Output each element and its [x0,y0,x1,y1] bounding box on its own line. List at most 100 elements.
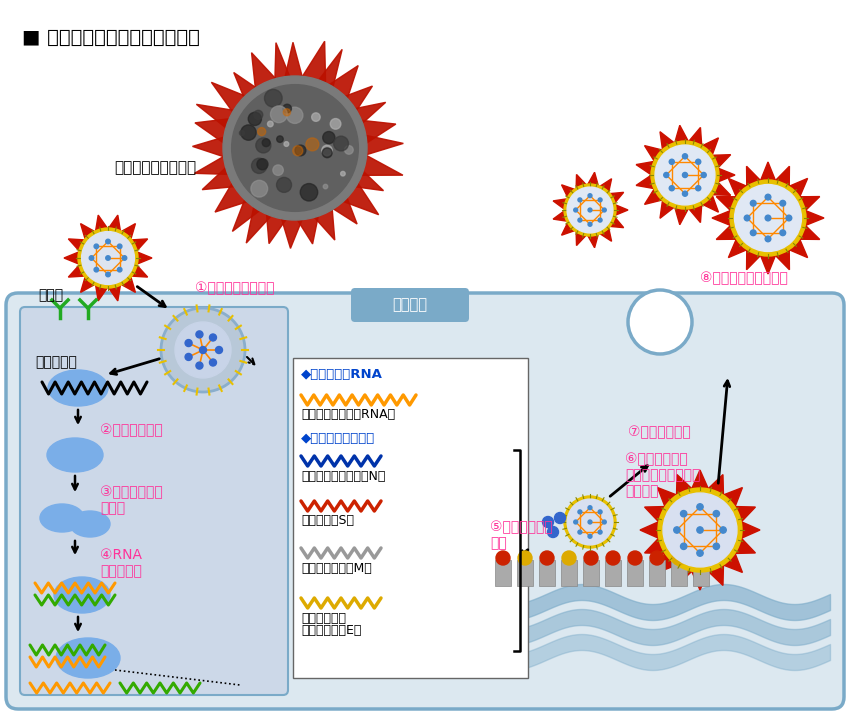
Text: ③ポリメラーゼ
の翻訳: ③ポリメラーゼ の翻訳 [100,485,162,515]
Polygon shape [355,103,386,123]
Circle shape [567,499,613,545]
Polygon shape [688,128,702,145]
Circle shape [306,138,319,151]
Circle shape [562,551,576,565]
Circle shape [598,198,602,202]
Polygon shape [640,522,659,538]
Circle shape [578,510,582,514]
Circle shape [270,106,287,123]
Polygon shape [298,216,318,244]
Ellipse shape [48,370,108,406]
Bar [693,560,709,586]
FancyBboxPatch shape [6,293,844,709]
Circle shape [209,334,217,341]
Polygon shape [562,185,575,197]
Circle shape [588,194,592,198]
Circle shape [683,154,688,159]
Circle shape [105,272,111,277]
Polygon shape [708,475,723,495]
Circle shape [603,208,606,212]
Circle shape [232,85,359,211]
Circle shape [248,112,262,125]
Polygon shape [562,223,575,235]
Circle shape [117,267,122,272]
Circle shape [751,230,756,235]
Circle shape [567,187,613,233]
Circle shape [628,290,692,354]
Ellipse shape [54,577,110,613]
Circle shape [283,104,292,113]
Circle shape [78,228,138,288]
Polygon shape [81,277,94,292]
Polygon shape [761,255,775,274]
Polygon shape [789,239,808,257]
Polygon shape [712,155,731,168]
Polygon shape [615,205,628,215]
Polygon shape [718,168,735,182]
Polygon shape [366,135,404,155]
Circle shape [588,520,592,524]
Circle shape [241,125,256,140]
Circle shape [672,551,686,565]
Circle shape [574,520,578,524]
Polygon shape [636,175,654,188]
Polygon shape [644,538,666,553]
Bar [627,560,643,586]
Text: リボソーム: リボソーム [35,355,76,369]
FancyBboxPatch shape [293,358,528,678]
Circle shape [674,527,680,533]
Circle shape [780,230,785,235]
Circle shape [695,159,700,164]
Polygon shape [132,265,148,277]
Ellipse shape [56,638,120,678]
Bar [561,560,577,586]
Polygon shape [728,239,747,257]
Text: タンパク質（E）: タンパク質（E） [301,625,361,637]
Polygon shape [717,225,736,240]
Polygon shape [805,210,824,225]
Polygon shape [692,571,708,590]
Circle shape [697,550,703,556]
Polygon shape [735,538,756,553]
Polygon shape [212,82,246,112]
Polygon shape [610,193,624,202]
Text: ⑤タンパク質を
翻訳: ⑤タンパク質を 翻訳 [490,520,552,550]
Circle shape [268,121,273,127]
Text: 膜タンパク質（M）: 膜タンパク質（M） [301,562,371,575]
Polygon shape [215,183,247,212]
Circle shape [322,148,332,158]
Polygon shape [576,232,586,245]
Circle shape [105,256,111,260]
Circle shape [695,185,700,191]
Polygon shape [96,215,107,231]
Polygon shape [132,239,148,250]
Text: 新型コロナウイルス: 新型コロナウイルス [114,160,196,175]
Polygon shape [746,166,761,187]
Polygon shape [775,166,790,187]
Polygon shape [688,205,702,222]
Polygon shape [588,173,598,185]
Circle shape [683,173,688,178]
Circle shape [216,347,223,354]
Polygon shape [195,119,230,143]
Polygon shape [660,132,674,150]
Polygon shape [319,49,343,87]
Circle shape [669,159,674,164]
Circle shape [745,215,750,221]
Circle shape [200,347,207,354]
Polygon shape [746,250,761,270]
Polygon shape [333,198,357,224]
Circle shape [196,331,203,338]
Text: ⑦ウイルス構成: ⑦ウイルス構成 [628,425,691,439]
Circle shape [292,145,303,155]
Circle shape [606,551,620,565]
Circle shape [284,142,289,146]
Polygon shape [600,228,612,241]
Polygon shape [723,553,742,573]
Circle shape [122,256,127,260]
Circle shape [117,244,122,249]
Circle shape [344,145,354,154]
Circle shape [258,128,266,135]
Polygon shape [109,215,121,231]
Circle shape [603,520,606,524]
